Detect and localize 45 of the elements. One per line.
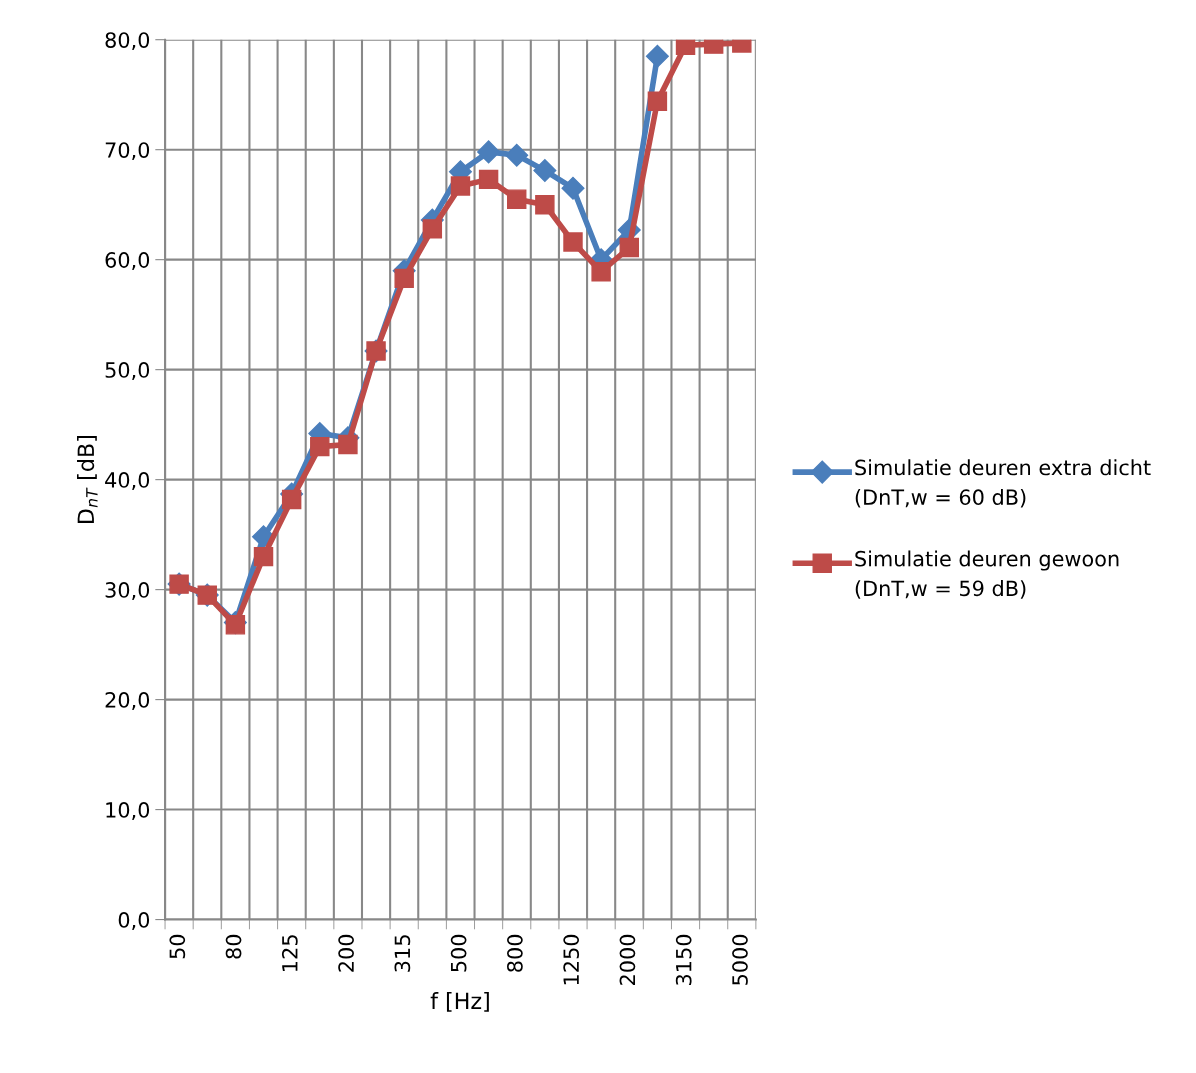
point	[591, 262, 611, 282]
x-tick-label: 125	[281, 935, 298, 971]
point	[450, 176, 471, 196]
y-tick-label: 70,0	[105, 142, 150, 161]
point	[505, 143, 529, 167]
x-tick-label: 315	[394, 935, 411, 972]
point	[338, 434, 358, 455]
x-tick-label: 800	[507, 934, 523, 972]
x-tick-label: 3150	[675, 934, 692, 985]
x-tick-label: 1250	[563, 934, 580, 985]
y-tick-label: 50,0	[105, 362, 150, 380]
legend-label: Simulatie deuren gewoon (DnT,w = 59 dB)	[855, 550, 1119, 599]
y-tick-label: 10,0	[106, 802, 150, 820]
point	[477, 140, 501, 164]
point	[535, 194, 555, 215]
point	[533, 159, 557, 183]
x-tick-label: 80	[225, 934, 242, 959]
y-axis-title: D$_{nT}$ [dB]	[77, 436, 98, 524]
point	[310, 436, 330, 457]
point	[478, 169, 499, 190]
point	[647, 91, 668, 112]
point	[281, 489, 302, 510]
x-tick-label: 2000	[619, 934, 636, 985]
point	[225, 615, 246, 635]
y-tick-label: 60,0	[105, 252, 150, 270]
y-tick-label: 80,0	[105, 32, 150, 51]
x-axis-title: f [Hz]	[430, 992, 489, 1012]
x-tick-label: 50	[169, 934, 186, 959]
legend-label: Simulatie deuren extra dicht (DnT,w = 60 dB)	[855, 459, 1151, 508]
x-tick-label: 5000	[732, 934, 748, 985]
x-tick-label: 200	[338, 934, 354, 972]
point	[645, 44, 669, 68]
point	[619, 237, 639, 258]
point	[507, 189, 527, 209]
y-tick-label: 20,0	[105, 692, 150, 710]
point	[422, 219, 443, 239]
y-tick-label: 30,0	[105, 582, 150, 600]
point	[675, 39, 696, 55]
y-tick-label: 0,0	[118, 912, 150, 930]
point	[394, 268, 414, 289]
point	[563, 232, 583, 252]
y-tick-label: 40,0	[105, 472, 150, 490]
point	[253, 546, 274, 567]
point	[561, 176, 585, 200]
x-tick-label: 500	[450, 934, 467, 972]
